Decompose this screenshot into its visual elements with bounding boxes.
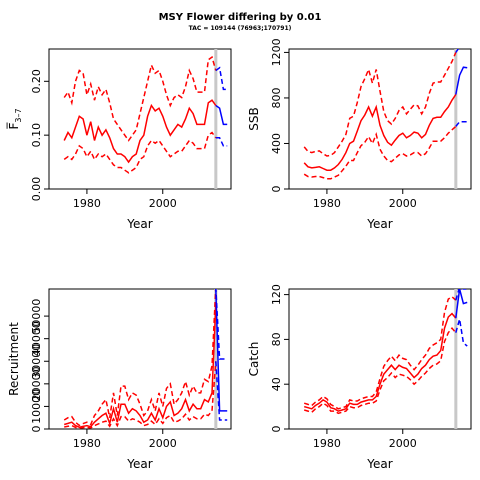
x-axis-label: Year (126, 217, 152, 231)
y-axis-label-main: F̅ (6, 122, 21, 130)
x-tick-label: 2000 (389, 437, 417, 450)
plot-data (303, 289, 468, 429)
series-lower (303, 327, 457, 415)
figure-title: MSY Flower differing by 0.01 (159, 12, 322, 23)
y-tick-label: 0 (270, 186, 283, 193)
y-tick-label: 0.10 (30, 123, 43, 148)
y-axis-label: Recruitment (7, 322, 21, 396)
series-upper (303, 52, 457, 157)
y-tick-label: 0 (270, 426, 283, 433)
plot-data (63, 289, 228, 429)
plot-frame (48, 48, 232, 190)
y-tick-label: 120 (270, 284, 283, 305)
y-tick-label: 20000 (30, 366, 43, 401)
y-tick-label: 0.20 (30, 69, 43, 94)
x-tick-label: 1980 (73, 437, 101, 450)
series-lower (64, 361, 217, 429)
forecast-upper (215, 289, 228, 360)
series-upper (63, 289, 217, 427)
panel-recruitment: 1980 200001000020000300004000050000YearRe… (7, 288, 232, 471)
plot-frame (48, 288, 232, 430)
x-tick-label: 1980 (73, 197, 101, 210)
y-axis-label-main: Catch (247, 342, 261, 377)
series-upper (63, 55, 217, 142)
plot-data (63, 49, 228, 189)
y-axis-label-main: SSB (247, 107, 261, 130)
x-tick-label: 2000 (149, 437, 177, 450)
figure-subtitle: TAC = 109144 (76963;170791) (189, 25, 292, 32)
series-estimate (63, 99, 217, 164)
x-tick-label: 2000 (389, 197, 417, 210)
forecast-estimate (455, 289, 468, 319)
plot-frame (288, 288, 472, 430)
series-estimate (63, 304, 217, 428)
y-tick-label: 400 (270, 133, 283, 154)
x-axis-label: Year (366, 457, 392, 471)
y-tick-label: 10000 (30, 389, 43, 424)
y-tick-label: 0 (30, 426, 43, 433)
y-tick-label: 80 (270, 332, 283, 346)
panel-catch: 1980 2000 0 40 80 120 Year Catch (247, 284, 472, 471)
y-tick-label: 50000 (30, 299, 43, 334)
x-axis-label: Year (366, 217, 392, 231)
series-lower (63, 131, 217, 174)
y-tick-label: 800 (270, 87, 283, 108)
x-tick-label: 2000 (149, 197, 177, 210)
forecast-lower (215, 361, 228, 421)
y-axis-label-main: Recruitment (7, 322, 21, 396)
y-axis-label: SSB (247, 107, 261, 130)
panel-fbar: 1980 2000 0.00 0.10 0.20 Year F̅3–7 (6, 48, 232, 231)
y-tick-label: 0.00 (30, 177, 43, 202)
plot-frame (288, 48, 472, 190)
y-axis-label-subscript: 3–7 (14, 108, 23, 122)
forecast-estimate (215, 289, 228, 412)
y-tick-label: 1200 (270, 38, 283, 66)
series-estimate (303, 94, 457, 171)
forecast-lower (455, 318, 468, 347)
plot-data (303, 49, 468, 189)
forecast-estimate (215, 104, 228, 126)
x-tick-label: 1980 (313, 197, 341, 210)
forecast-upper (455, 49, 460, 53)
series-estimate (303, 312, 457, 412)
forecast-lower (215, 137, 228, 147)
y-tick-label: 30000 (30, 344, 43, 379)
series-lower (303, 125, 457, 180)
forecast-estimate (455, 66, 468, 95)
y-axis-label: F̅3–7 (6, 108, 23, 129)
x-axis-label: Year (126, 457, 152, 471)
forecast-lower (455, 121, 468, 127)
y-tick-label: 40000 (30, 321, 43, 356)
y-tick-label: 40 (270, 377, 283, 391)
y-axis-label: Catch (247, 342, 261, 377)
forecast-upper (215, 66, 228, 91)
panel-ssb: 1980 2000 0 400 800 1200 Year SSB (247, 38, 472, 231)
x-tick-label: 1980 (313, 437, 341, 450)
